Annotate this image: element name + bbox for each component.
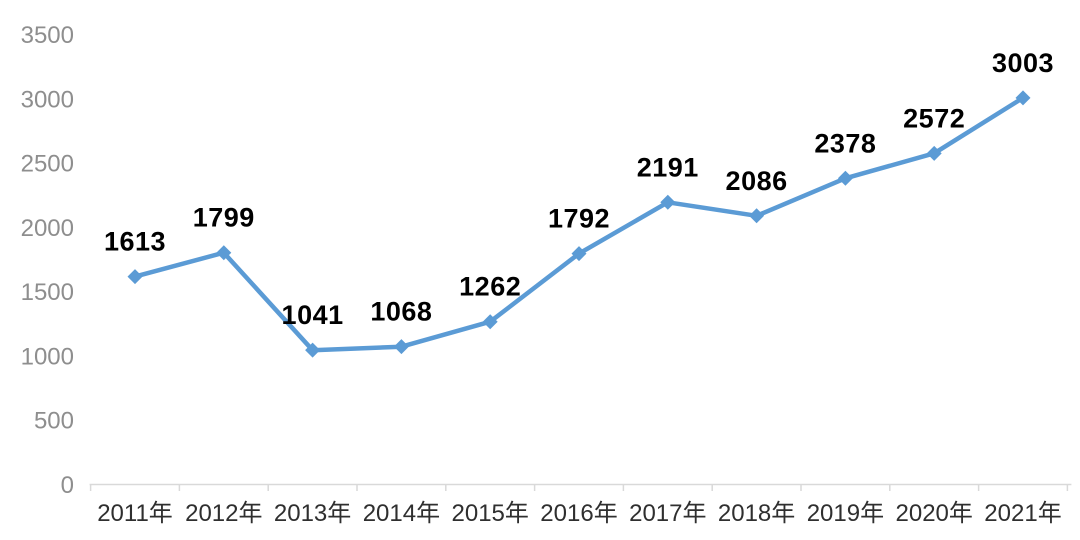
data-label: 1799 — [193, 203, 255, 233]
data-label: 3003 — [992, 48, 1054, 78]
x-tick-label: 2020年 — [896, 500, 973, 527]
x-tick-label: 2015年 — [452, 500, 529, 527]
x-tick-label: 2018年 — [718, 500, 795, 527]
data-point-marker — [926, 145, 942, 161]
y-tick-label: 1000 — [21, 343, 74, 370]
data-label: 2086 — [726, 166, 788, 196]
x-tick-label: 2013年 — [274, 500, 351, 527]
y-tick-label: 500 — [34, 408, 74, 435]
data-label: 1068 — [370, 297, 432, 327]
x-tick-label: 2016年 — [540, 500, 617, 527]
data-point-marker — [1015, 90, 1031, 106]
y-tick-label: 2500 — [21, 151, 74, 178]
data-point-marker — [837, 170, 853, 186]
data-point-marker — [749, 208, 765, 224]
data-point-marker — [127, 269, 143, 285]
y-tick-label: 0 — [61, 472, 74, 499]
x-tick-label: 2011年 — [97, 500, 173, 527]
x-tick-label: 2019年 — [807, 500, 884, 527]
x-tick-label: 2014年 — [363, 500, 440, 527]
data-point-marker — [660, 194, 676, 210]
data-point-marker — [571, 246, 587, 262]
data-point-marker — [482, 314, 498, 330]
data-point-marker — [393, 339, 409, 355]
data-point-marker — [305, 342, 321, 358]
y-tick-label: 3500 — [21, 22, 74, 49]
x-tick-label: 2017年 — [629, 500, 706, 527]
data-label: 1262 — [459, 272, 521, 302]
data-point-marker — [216, 245, 232, 261]
y-tick-label: 1500 — [21, 279, 74, 306]
data-label: 1613 — [104, 227, 166, 257]
data-label: 1041 — [282, 300, 344, 330]
x-tick-label: 2021年 — [984, 500, 1061, 527]
data-label: 2378 — [814, 128, 876, 158]
y-tick-label: 3000 — [21, 86, 74, 113]
x-tick-label: 2012年 — [185, 500, 262, 527]
data-label: 2572 — [903, 103, 965, 133]
data-label: 2191 — [637, 152, 699, 182]
data-label: 1792 — [548, 204, 610, 234]
y-tick-label: 2000 — [21, 215, 74, 242]
